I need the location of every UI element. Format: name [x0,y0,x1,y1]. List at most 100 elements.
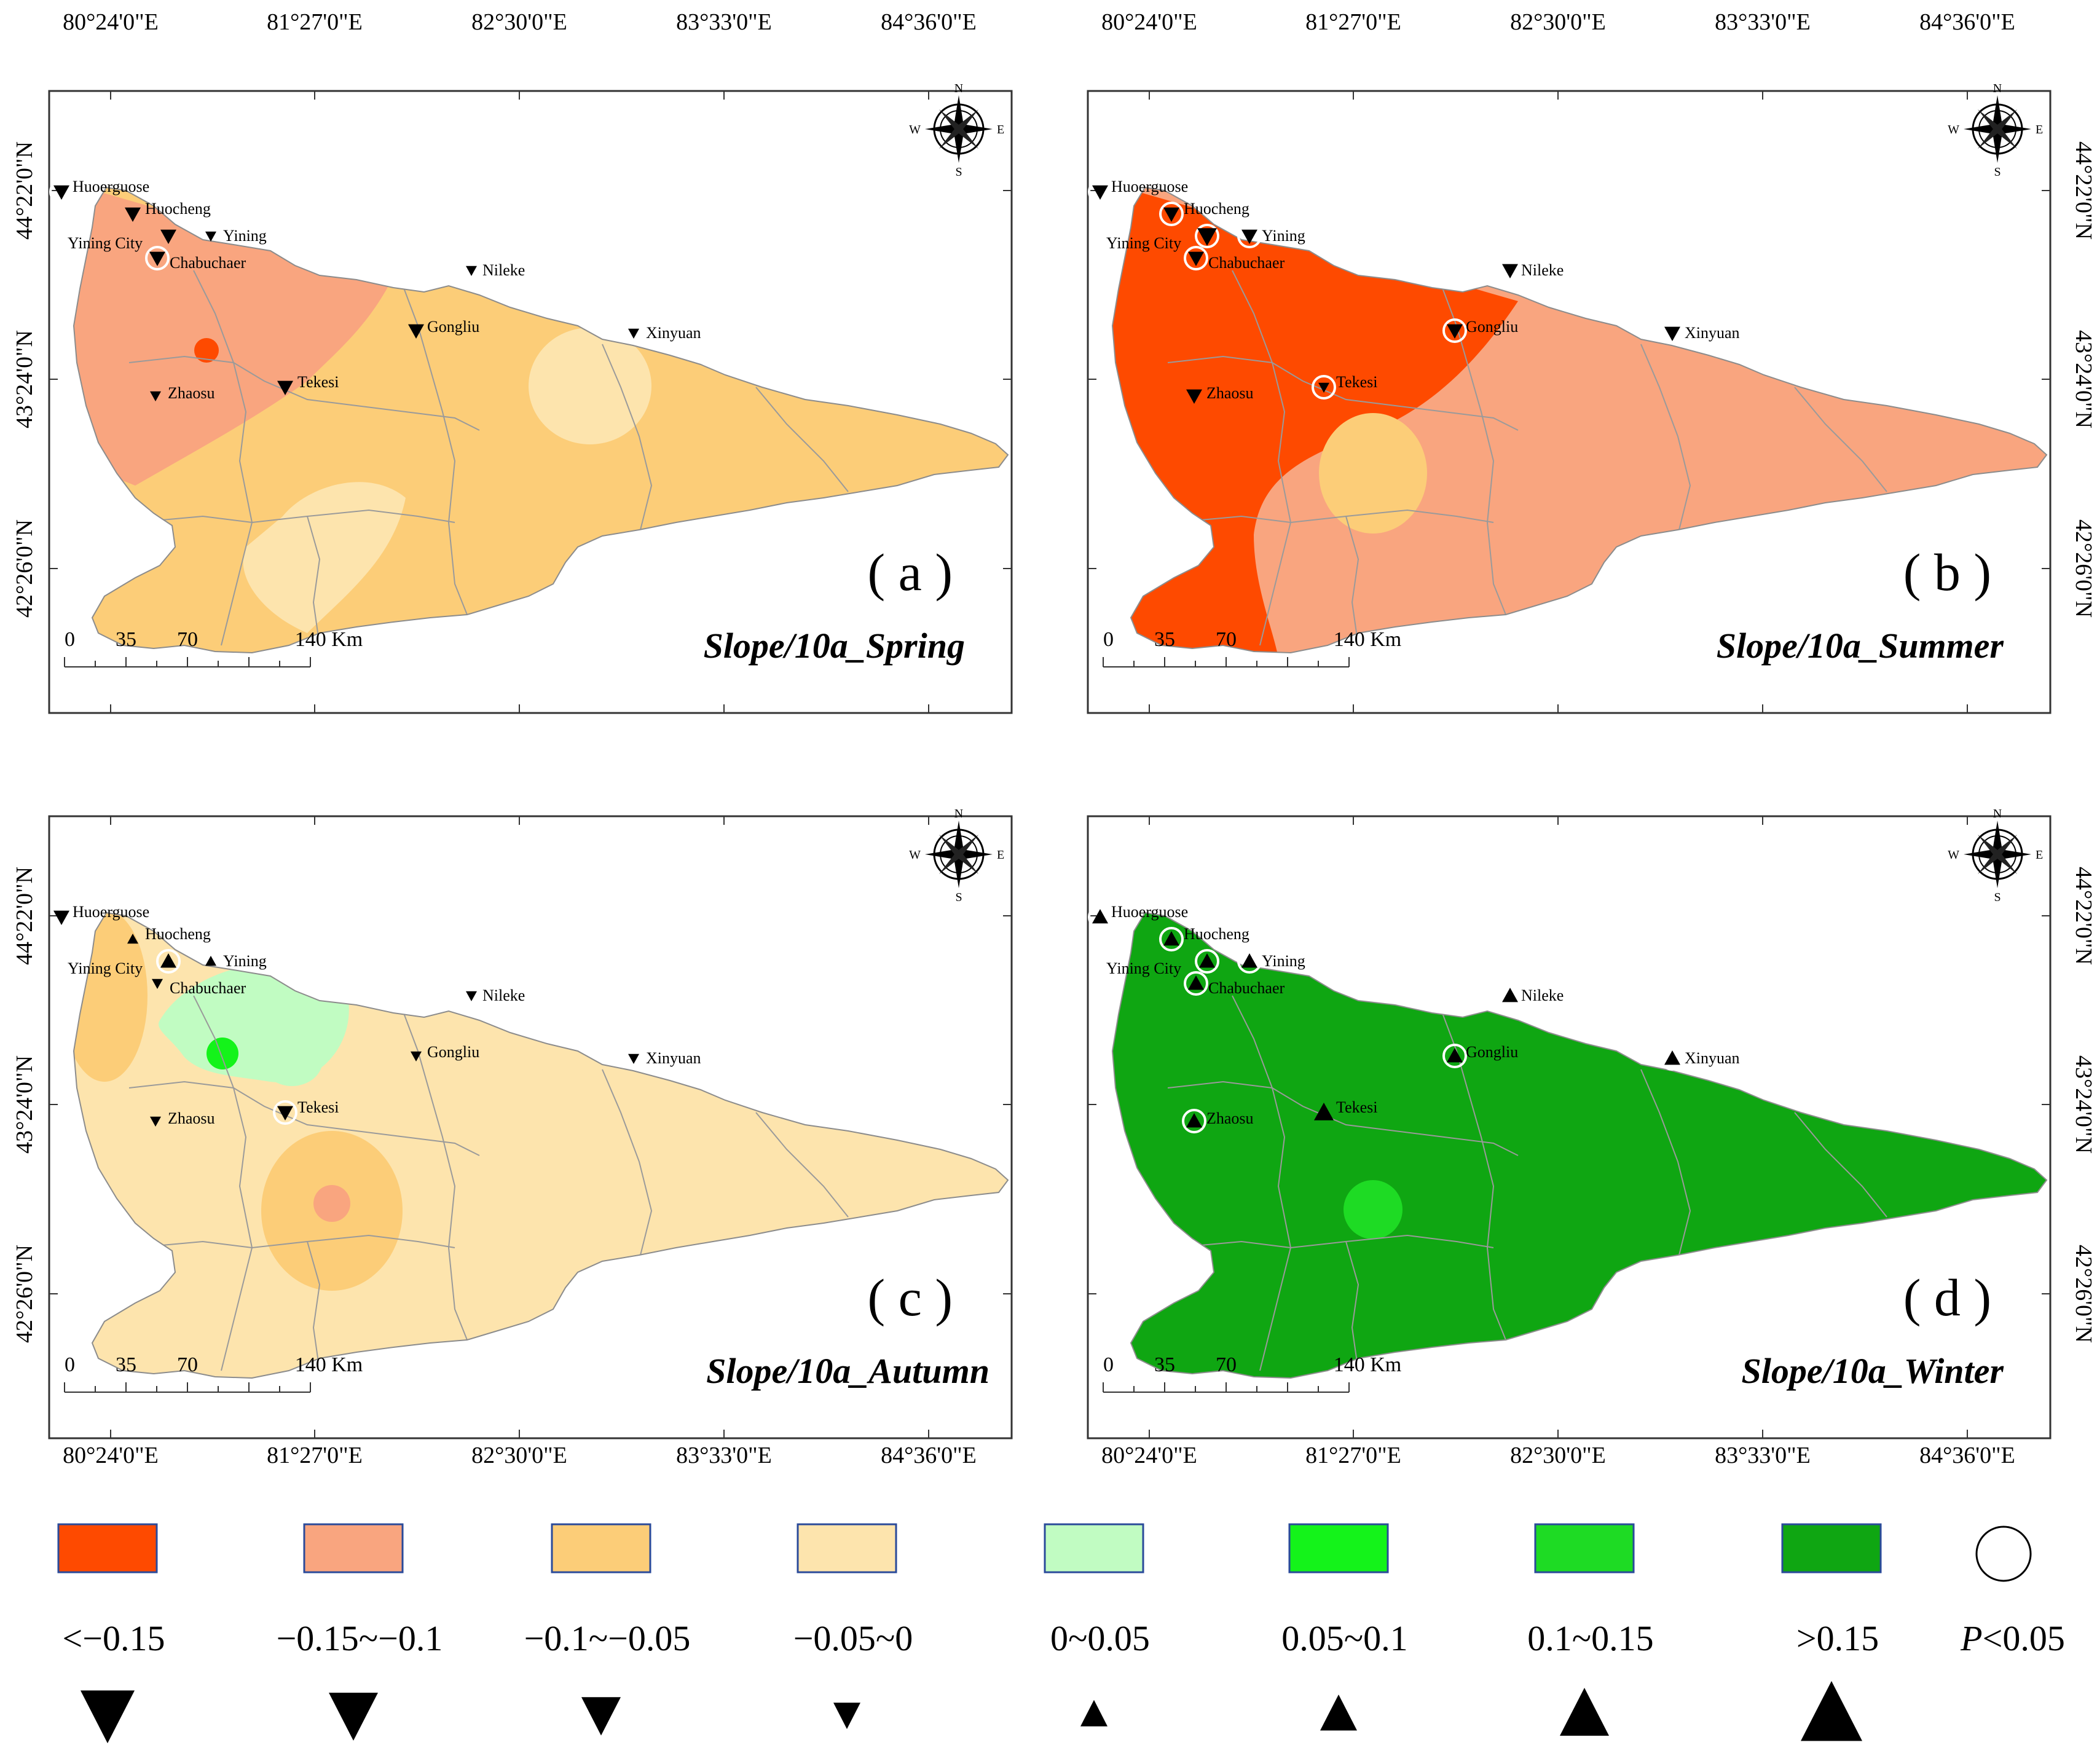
scale-bar-label: 140 Km [1334,628,1402,651]
county-boundary [1232,270,1292,646]
station-label: Tekesi [297,1098,339,1116]
trend-up-triangle-icon [1186,1113,1202,1128]
legend-label: 0.05~0.1 [1281,1618,1407,1658]
trend-up-triangle-icon [205,956,216,966]
compass-e: E [997,123,1004,136]
compass-w: W [1948,848,1959,862]
significance-ring [1660,1046,1685,1071]
trend-down-triangle-icon [1188,251,1204,266]
station-label: Chabuchaer [1208,979,1285,997]
trend-up-triangle-icon [1163,931,1179,946]
station-yiningcity: Yining City [1106,224,1219,252]
trend-down-triangle-icon [408,324,424,339]
trend-down-triangle-icon [628,328,639,339]
station-label: Tekesi [1336,1098,1378,1116]
legend-swatch [303,1523,404,1573]
scale-bar-label: 140 Km [295,628,363,651]
scale-bar-label: 0 [65,1353,75,1376]
station-huocheng: Huocheng [127,925,211,944]
station-label: Huoerguose [73,903,149,921]
trend-zone [1319,413,1427,534]
compass-s: S [1994,165,2001,179]
compass-s: S [1994,891,2001,904]
station-yiningcity: Yining City [68,229,176,252]
station-huocheng: Huocheng [1159,200,1249,226]
trend-down-triangle-icon [150,391,161,401]
station-nileke: Nileke [466,261,525,279]
significance-symbol: P [1960,1618,1982,1658]
station-huocheng: Huocheng [125,200,211,222]
lat-label: 44°22'0"N [2071,867,2096,965]
legend-item: 0.05~0.1 [1281,1523,1408,1731]
significance-ring [1159,202,1184,226]
trend-up-triangle-icon [1188,975,1204,990]
significance-ring [1498,983,1522,1008]
county-boundary [1232,995,1292,1371]
station-yining: Yining [1237,949,1305,974]
station-label: Xinyuan [646,324,701,342]
station-label: Huocheng [145,200,211,218]
trend-down-triangle-icon [329,1693,378,1741]
trend-up-triangle-icon [1320,1695,1357,1731]
trend-down-triangle-icon [1664,326,1680,341]
legend-swatch [1781,1523,1882,1573]
station-label: Gongliu [427,318,479,336]
significance-label: P<0.05 [1960,1618,2065,1658]
station-label: Nileke [482,986,525,1004]
county-boundary [755,1112,849,1218]
station-xinyuan: Xinyuan [628,324,701,342]
station-label: Zhaosu [168,384,215,402]
scale-bar-label: 70 [177,628,198,651]
trend-up-triangle-icon [1199,953,1215,968]
station-label: Yining [223,952,267,970]
basin-outline [1111,186,2048,654]
station-label: Nileke [1521,261,1564,279]
county-boundary [1167,1081,1519,1156]
county-boundary [128,1081,480,1156]
station-label: Tekesi [297,373,339,391]
station-label: Xinyuan [646,1049,701,1067]
station-chabuchaer: Chabuchaer [1184,246,1285,272]
significance-ring [1442,318,1467,343]
trend-down-triangle-icon [1318,382,1329,393]
lat-label: 42°26'0"N [12,519,37,618]
trend-zone [313,1185,350,1222]
compass-n: N [954,807,963,821]
station-label: Zhaosu [168,1109,215,1127]
station-label: Huoerguose [1111,903,1188,921]
trend-down-triangle-icon [1502,264,1518,278]
station-label: Yining City [68,959,143,977]
panel-title: Slope/10a_Summer [1717,626,2004,666]
trend-zones [1344,1180,1403,1239]
lon-label: 84°36'0"E [1919,1443,2015,1468]
basin-outline [73,186,1009,654]
station-tekesi: Tekesi [1312,373,1378,400]
station-gongliu: Gongliu [1442,1043,1518,1068]
compass-w: W [909,123,921,136]
station-label: Gongliu [427,1043,479,1061]
scale-bar-label: 35 [116,628,136,651]
trend-down-triangle-icon [466,991,477,1001]
trend-up-triangle-icon [160,953,176,968]
county-boundary [399,1001,468,1341]
lon-label: 81°27'0"E [1305,9,1401,35]
station-label: Chabuchaer [170,254,246,272]
station-huoerguose: Huoerguose [1088,903,1188,929]
scale-bar-label: 0 [65,628,75,651]
station-chabuchaer: Chabuchaer [152,978,246,997]
legend-item: −0.05~0 [793,1523,913,1730]
legend-item: −0.15~−0.1 [277,1523,443,1741]
compass-e: E [2036,123,2043,136]
trend-up-triangle-icon [1664,1050,1680,1065]
lat-label: 43°24'0"N [2071,330,2096,428]
county-boundary [1167,355,1519,431]
trend-down-triangle-icon [150,1116,161,1127]
compass-w: W [1948,123,1959,136]
county-boundary [1438,276,1506,615]
significance-ring [1088,905,1112,929]
lon-label: 83°33'0"E [676,1443,772,1468]
trend-up-triangle-icon [1560,1688,1609,1736]
compass-n: N [1993,82,2002,95]
legend-swatch [551,1523,651,1573]
